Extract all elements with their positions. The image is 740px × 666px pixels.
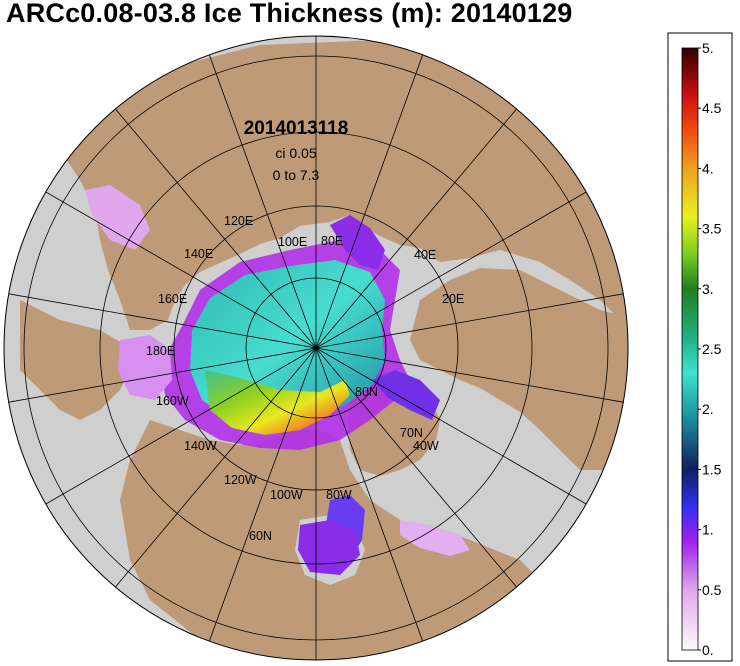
bering-ice xyxy=(118,335,172,400)
colorbar-ticks: 5. 4.5 4. 3.5 3. 2.5 2. 1.5 1. 0.5 0. xyxy=(698,40,722,658)
colorbar-tick-label: 3.5 xyxy=(702,221,722,237)
lon-label-40w: 40W xyxy=(413,439,439,453)
lon-label-100w: 100W xyxy=(270,488,303,502)
colorbar-tick-label: 4. xyxy=(702,160,714,176)
colorbar-frame xyxy=(667,32,733,662)
contour-interval-label: ci 0.05 xyxy=(275,145,316,161)
colorbar-tick-label: 2.5 xyxy=(702,341,722,357)
eurasia-land xyxy=(60,40,628,330)
colorbar-tick-label: 0. xyxy=(702,642,714,658)
meridian-line xyxy=(315,108,517,349)
meridian-line xyxy=(208,54,317,349)
graticule xyxy=(8,36,624,660)
meridian-line xyxy=(315,191,587,349)
timestamp-label: 2014013118 xyxy=(244,118,349,139)
europe-land xyxy=(410,268,628,470)
colorbar-tick-label: 3. xyxy=(702,281,714,297)
meridian-line xyxy=(315,54,424,349)
labrador-ice xyxy=(400,520,470,556)
lon-label-100e: 100E xyxy=(278,235,307,249)
plot-title: ARCc0.08-03.8 Ice Thickness (m): 2014012… xyxy=(6,0,573,28)
colorbar-tick-label: 1. xyxy=(702,522,714,538)
lon-label-180e: 180E xyxy=(146,344,175,358)
colorbar-scale xyxy=(681,47,699,651)
meridian-line xyxy=(115,347,317,588)
lon-label-20e: 20E xyxy=(442,292,464,306)
colorbar-tick-label: 4.5 xyxy=(702,100,722,116)
range-label: 0 to 7.3 xyxy=(273,167,320,183)
lon-label-80e: 80E xyxy=(321,234,343,248)
meridian-line xyxy=(45,347,317,505)
meridians xyxy=(8,36,624,660)
meridian-line xyxy=(8,347,317,403)
lon-label-40e: 40E xyxy=(414,248,436,262)
colorbar-tick-label: 0.5 xyxy=(702,582,722,598)
colorbar-tick-label: 5. xyxy=(702,40,714,56)
east-greenland-ice xyxy=(372,370,440,420)
lon-label-160e: 160E xyxy=(158,292,187,306)
lat-label-80n: 80N xyxy=(355,385,378,399)
meridian-line xyxy=(115,108,317,349)
lon-label-120w: 120W xyxy=(224,473,257,487)
lon-label-160w: 160W xyxy=(156,394,189,408)
lon-label-140w: 140W xyxy=(184,439,217,453)
okhotsk-ice xyxy=(85,185,150,250)
lon-label-120e: 120E xyxy=(224,214,253,228)
alaska-land xyxy=(20,300,130,420)
meridian-line xyxy=(45,191,317,349)
map-boundary xyxy=(3,35,629,661)
lon-label-140e: 140E xyxy=(184,247,213,261)
meridian-line xyxy=(315,347,424,642)
thick-ice xyxy=(205,370,350,435)
colorbar-tick-label: 2. xyxy=(702,401,714,417)
kara-ice xyxy=(330,215,385,270)
colorbar-tick-label: 1.5 xyxy=(702,461,722,477)
meridian-line xyxy=(315,347,587,505)
meridian-line xyxy=(315,293,624,349)
meridian-line xyxy=(208,347,317,642)
atlantic-water xyxy=(420,420,620,560)
lat-label-70n: 70N xyxy=(400,426,423,440)
meridian-line xyxy=(315,347,517,588)
lat-label-60n: 60N xyxy=(249,529,272,543)
sea-ice xyxy=(85,185,470,575)
meridian-line xyxy=(315,347,624,403)
meridian-line xyxy=(8,293,317,349)
hudson-ice xyxy=(298,520,360,575)
lon-label-80w: 80W xyxy=(326,488,352,502)
